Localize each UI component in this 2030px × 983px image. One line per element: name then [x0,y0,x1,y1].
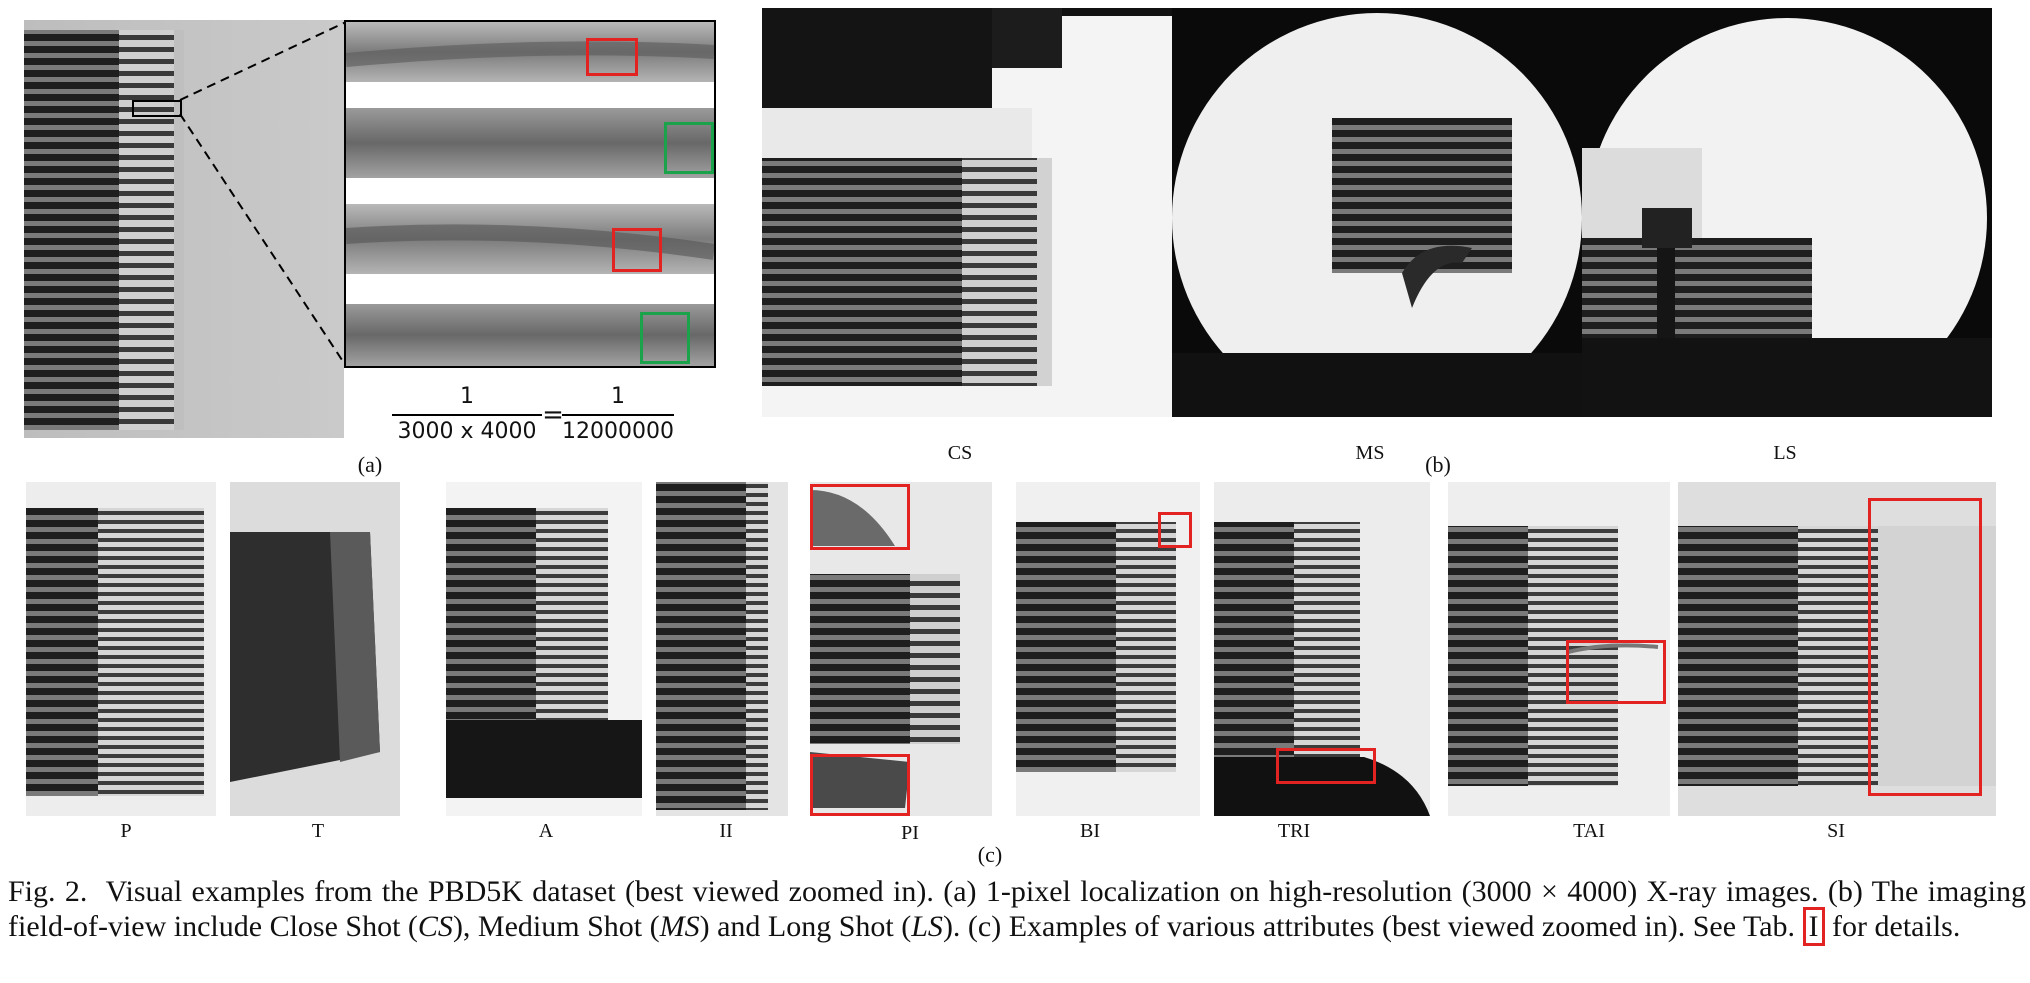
attr-label-p: P [96,820,156,843]
red-marker-box [612,228,662,272]
caption-text-4: ). (c) Examples of various attributes (b… [943,910,1795,943]
attr-label-bi: BI [1060,820,1120,843]
attribute-image-a [446,482,642,816]
attribute-image-t [230,482,400,816]
eq-right-numerator: 1 [562,384,674,409]
attr-label-pi: PI [880,822,940,845]
view-label-cs: CS [920,442,1000,465]
green-marker-box [664,122,714,174]
red-marker-box [810,754,910,816]
figure-caption: Fig. 2. Visual examples from the PBD5K d… [8,874,2026,944]
red-marker-box [586,38,638,76]
close-shot-image [762,8,1172,417]
view-label-ls: LS [1745,442,1825,465]
caption-text-5: for details. [1832,910,1960,943]
view-label-ms: MS [1330,442,1410,465]
caption-cs: CS [418,910,453,943]
long-shot-image [1582,8,1992,417]
caption-text-3: ) and Long Shot ( [700,910,912,943]
zoom-strip-2 [346,108,714,178]
attribute-image-p [26,482,216,816]
caption-text-2: ), Medium Shot ( [453,910,660,943]
caption-ms: MS [660,910,700,943]
panel-a-label: (a) [350,452,390,478]
caption-fig-label: Fig. 2. [8,875,87,908]
red-marker-box [1868,498,1982,796]
medium-shot-image [1172,8,1582,417]
eq-left-denominator: 3000 x 4000 [392,419,542,444]
red-marker-box [810,484,910,550]
panel-b-label: (b) [1416,452,1460,478]
attr-label-ii: II [696,820,756,843]
zoom-connector-lines [0,0,360,380]
red-marker-box [1276,748,1376,784]
eq-right-denominator: 12000000 [562,419,674,444]
attribute-image-ii [656,482,788,816]
attr-label-si: SI [1806,820,1866,843]
red-marker-box [1566,640,1666,704]
green-marker-box [640,312,690,364]
zoom-strip-1 [346,22,714,82]
table-reference-link[interactable]: I [1803,907,1825,946]
resolution-equation: 1 3000 x 4000 = 1 12000000 [392,384,682,444]
attr-label-a: A [516,820,576,843]
red-marker-box [1158,512,1192,548]
attr-label-t: T [288,820,348,843]
attr-label-tri: TRI [1264,820,1324,843]
attr-label-tai: TAI [1554,820,1624,843]
zoom-frame [344,20,716,368]
caption-ls: LS [911,910,943,943]
eq-left-numerator: 1 [392,384,542,409]
panel-c-label: (c) [970,842,1010,868]
